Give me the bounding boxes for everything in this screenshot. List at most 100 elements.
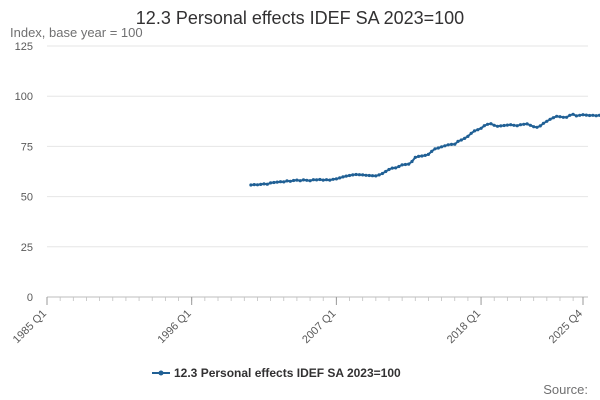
x-axis: 1985 Q1 1996 Q1 2007 Q1 2018 Q1 2025 Q4 bbox=[11, 297, 585, 346]
y-tick-label: 75 bbox=[21, 141, 33, 153]
data-point bbox=[433, 147, 437, 151]
data-point bbox=[328, 178, 332, 182]
y-tick-label: 50 bbox=[21, 192, 33, 204]
data-point bbox=[436, 146, 440, 150]
data-point bbox=[515, 124, 519, 128]
data-point bbox=[532, 125, 536, 129]
data-point bbox=[495, 124, 500, 128]
series-group bbox=[249, 112, 600, 187]
data-point bbox=[597, 113, 600, 117]
data-point bbox=[308, 179, 312, 183]
data-point bbox=[449, 142, 454, 146]
data-point bbox=[430, 149, 434, 153]
data-point bbox=[499, 124, 503, 128]
data-point bbox=[594, 114, 598, 118]
x-tick-label: 2025 Q4 bbox=[547, 308, 585, 346]
data-point bbox=[265, 182, 269, 186]
data-point bbox=[538, 124, 542, 128]
data-point bbox=[578, 113, 582, 117]
data-point bbox=[466, 134, 470, 138]
data-point bbox=[334, 177, 338, 181]
data-point bbox=[568, 113, 572, 117]
data-point bbox=[298, 179, 302, 183]
data-point bbox=[370, 174, 375, 178]
data-point bbox=[463, 136, 467, 140]
data-point bbox=[423, 153, 427, 157]
data-point bbox=[403, 162, 407, 167]
data-point bbox=[555, 114, 559, 118]
data-point bbox=[315, 178, 319, 182]
data-point bbox=[292, 178, 296, 183]
data-point bbox=[262, 182, 266, 186]
data-point bbox=[357, 173, 361, 177]
data-point bbox=[344, 174, 348, 178]
data-point bbox=[528, 123, 533, 127]
x-tick-label: 2007 Q1 bbox=[300, 308, 338, 346]
data-point bbox=[476, 128, 480, 132]
data-point bbox=[269, 181, 273, 185]
data-point bbox=[459, 138, 463, 142]
data-point bbox=[377, 173, 381, 177]
data-point bbox=[581, 113, 585, 117]
data-point bbox=[565, 115, 569, 119]
data-point bbox=[318, 177, 322, 182]
data-point bbox=[288, 179, 292, 183]
data-point bbox=[347, 173, 352, 178]
data-point bbox=[252, 183, 256, 187]
data-point bbox=[387, 167, 391, 172]
data-point bbox=[591, 113, 595, 117]
data-point bbox=[364, 173, 368, 177]
y-axis-label: Index, base year = 100 bbox=[10, 25, 143, 40]
data-point bbox=[525, 122, 529, 126]
data-point bbox=[341, 175, 345, 179]
data-point bbox=[479, 126, 483, 130]
data-point bbox=[522, 122, 526, 126]
data-point bbox=[410, 159, 414, 164]
x-tick-label: 1985 Q1 bbox=[11, 308, 49, 346]
data-point bbox=[407, 162, 411, 166]
data-point bbox=[545, 119, 549, 123]
data-point bbox=[295, 178, 299, 182]
data-point bbox=[259, 182, 263, 186]
data-point bbox=[311, 178, 315, 182]
series-line bbox=[250, 113, 600, 186]
data-point bbox=[469, 131, 473, 135]
data-point bbox=[456, 139, 460, 143]
data-point bbox=[285, 179, 289, 183]
data-point bbox=[482, 124, 486, 128]
data-point bbox=[512, 123, 516, 127]
gridlines bbox=[47, 45, 588, 298]
data-point bbox=[394, 166, 398, 170]
data-point bbox=[249, 183, 253, 187]
data-point bbox=[443, 144, 447, 148]
data-point bbox=[548, 117, 552, 121]
x-tick-label: 1996 Q1 bbox=[155, 308, 193, 346]
data-point bbox=[351, 173, 355, 177]
data-point bbox=[384, 169, 388, 174]
data-point bbox=[558, 115, 562, 119]
data-point bbox=[397, 164, 401, 169]
data-point bbox=[301, 178, 306, 182]
data-point bbox=[272, 180, 276, 185]
data-point bbox=[282, 180, 286, 184]
data-point bbox=[535, 125, 539, 129]
y-axis-ticks: 0 25 50 75 100 125 bbox=[15, 41, 33, 304]
data-point bbox=[571, 112, 575, 116]
data-point bbox=[505, 123, 509, 127]
data-point bbox=[509, 123, 513, 127]
data-point bbox=[331, 177, 335, 181]
data-point bbox=[400, 163, 404, 167]
data-point bbox=[380, 171, 384, 176]
data-point bbox=[502, 123, 506, 128]
data-point bbox=[305, 178, 309, 182]
legend-swatch-marker bbox=[158, 370, 164, 376]
data-point bbox=[492, 123, 496, 127]
data-point bbox=[278, 180, 283, 184]
data-point bbox=[367, 173, 371, 178]
legend[interactable]: 12.3 Personal effects IDEF SA 2023=100 bbox=[152, 366, 401, 380]
legend-label[interactable]: 12.3 Personal effects IDEF SA 2023=100 bbox=[174, 366, 401, 380]
data-point bbox=[588, 113, 592, 118]
data-point bbox=[374, 174, 378, 178]
data-point bbox=[338, 176, 342, 180]
